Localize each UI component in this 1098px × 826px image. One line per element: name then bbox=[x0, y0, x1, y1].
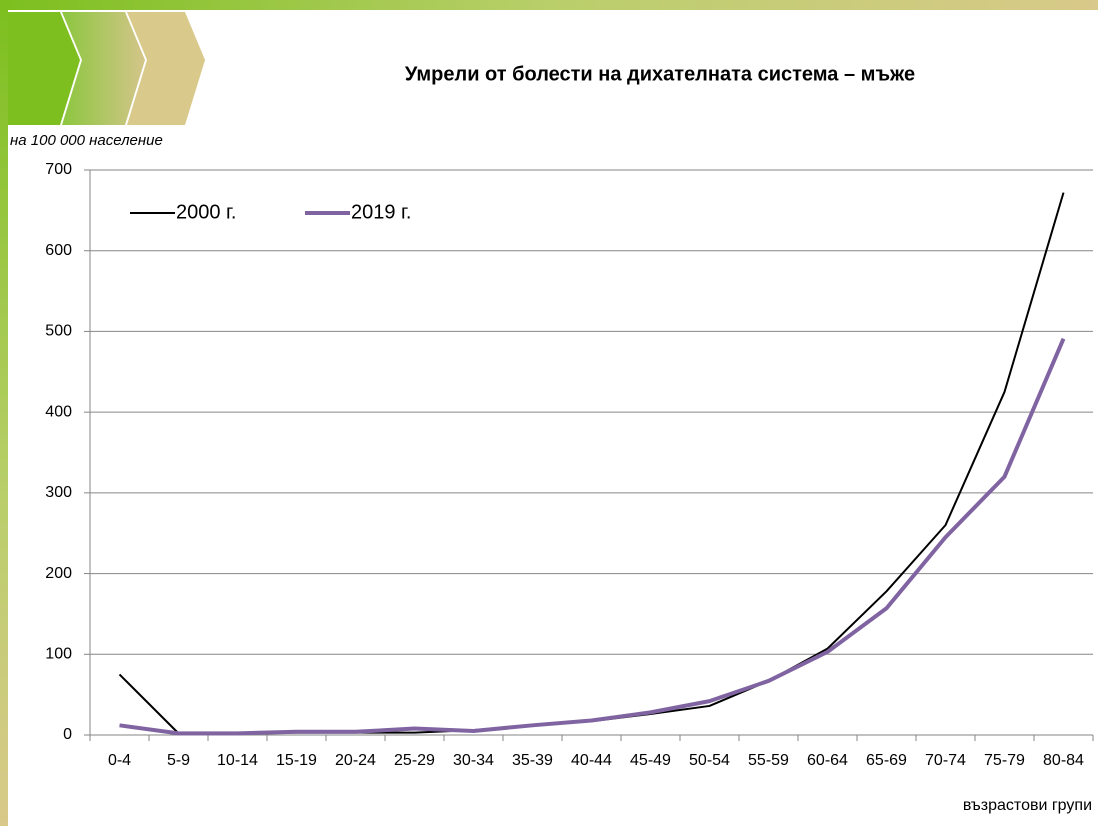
x-tick-label: 65-69 bbox=[866, 752, 907, 769]
x-tick-label: 20-24 bbox=[335, 752, 376, 769]
y-tick-label: 0 bbox=[63, 726, 72, 743]
chevron bbox=[8, 12, 80, 125]
x-tick-label: 5-9 bbox=[167, 752, 190, 769]
x-tick-label: 25-29 bbox=[394, 752, 435, 769]
legend-label: 2019 г. bbox=[351, 201, 411, 223]
x-tick-label: 80-84 bbox=[1043, 752, 1084, 769]
x-tick-label: 55-59 bbox=[748, 752, 789, 769]
x-tick-label: 45-49 bbox=[630, 752, 671, 769]
series-line bbox=[119, 337, 1066, 736]
x-tick-label: 40-44 bbox=[571, 752, 612, 769]
left-band bbox=[0, 0, 8, 826]
chevron bbox=[62, 12, 145, 125]
y-tick-label: 100 bbox=[45, 646, 72, 663]
x-tick-label: 35-39 bbox=[512, 752, 553, 769]
y-tick-label: 700 bbox=[45, 161, 72, 178]
x-tick-label: 60-64 bbox=[807, 752, 848, 769]
y-axis-label: на 100 000 население bbox=[10, 132, 163, 149]
series-line bbox=[118, 192, 1065, 735]
x-tick-label: 0-4 bbox=[108, 752, 131, 769]
x-tick-label: 15-19 bbox=[276, 752, 317, 769]
legend-label: 2000 г. bbox=[176, 201, 236, 223]
x-tick-label: 70-74 bbox=[925, 752, 966, 769]
y-tick-label: 300 bbox=[45, 484, 72, 501]
x-tick-label: 75-79 bbox=[984, 752, 1025, 769]
y-tick-label: 200 bbox=[45, 565, 72, 582]
x-tick-label: 30-34 bbox=[453, 752, 494, 769]
x-axis-label: възрастови групи bbox=[963, 797, 1092, 814]
y-tick-label: 600 bbox=[45, 242, 72, 259]
x-tick-label: 50-54 bbox=[689, 752, 730, 769]
top-band bbox=[0, 0, 1098, 10]
y-tick-label: 500 bbox=[45, 323, 72, 340]
chart-title: Умрели от болести на дихателната система… bbox=[405, 63, 915, 85]
y-tick-label: 400 bbox=[45, 403, 72, 420]
chevron bbox=[127, 12, 205, 125]
x-tick-label: 10-14 bbox=[217, 752, 258, 769]
